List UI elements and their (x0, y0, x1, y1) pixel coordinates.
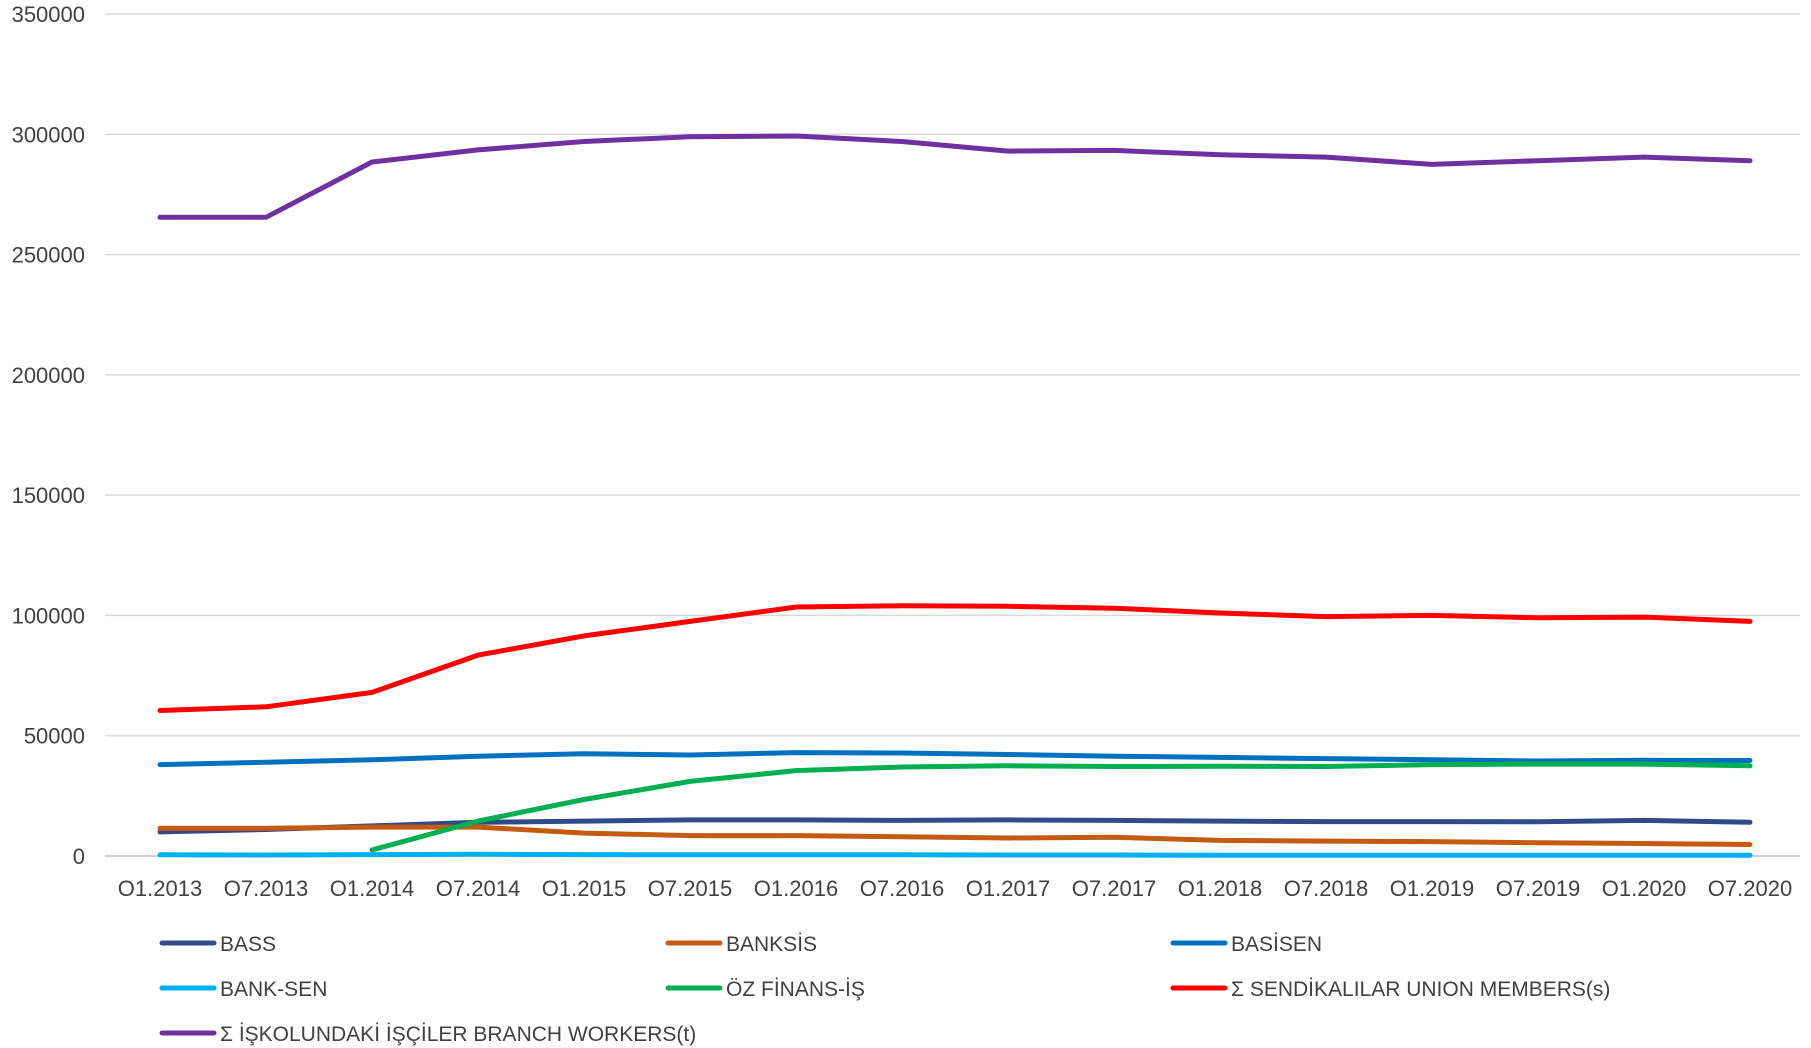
x-tick-label: O1.2013 (118, 876, 202, 901)
legend-item: Σ SENDİKALILAR UNION MEMBERS(s) (1170, 978, 1610, 1001)
x-tick-label: O7.2014 (436, 876, 520, 901)
x-tick-label: O1.2019 (1390, 876, 1474, 901)
y-tick-label: 250000 (12, 243, 85, 268)
y-tick-label: 200000 (12, 363, 85, 388)
x-tick-label: O7.2015 (648, 876, 732, 901)
legend-label: ÖZ FİNANS-İŞ (726, 978, 865, 1001)
legend-item: BASİSEN (1170, 933, 1322, 956)
y-tick-label: 100000 (12, 603, 85, 628)
y-tick-label: 0 (73, 844, 85, 869)
x-tick-label: O1.2020 (1602, 876, 1686, 901)
x-tick-label: O7.2020 (1708, 876, 1792, 901)
x-tick-label: O7.2013 (224, 876, 308, 901)
y-axis: 0 50000 100000 150000 200000 250000 300000 3500… (12, 2, 85, 869)
series-line-0 (157, 817, 1753, 835)
y-tick-label: 350000 (12, 2, 85, 27)
series-line-2 (157, 750, 1753, 768)
legend-item: Σ İŞKOLUNDAKİ İŞÇİLER BRANCH WORKERS(t) (159, 1023, 696, 1046)
x-tick-label: O1.2017 (966, 876, 1050, 901)
legend-label: BASİSEN (1231, 933, 1322, 956)
legend-item: ÖZ FİNANS-İŞ (665, 978, 865, 1001)
legend-label: Σ İŞKOLUNDAKİ İŞÇİLER BRANCH WORKERS(t) (220, 1023, 696, 1046)
x-tick-label: O7.2018 (1284, 876, 1368, 901)
series-line-4 (369, 761, 1753, 853)
legend-label: BANKSİS (726, 933, 817, 956)
series-lines (157, 133, 1753, 858)
x-tick-label: O1.2015 (542, 876, 626, 901)
x-tick-label: O1.2016 (754, 876, 838, 901)
x-tick-label: O1.2018 (1178, 876, 1262, 901)
series-line-1 (157, 824, 1753, 847)
series-line-3 (157, 851, 1753, 858)
x-tick-label: O7.2019 (1496, 876, 1580, 901)
legend-item: BANKSİS (665, 933, 817, 956)
legend: BASS BANKSİS BASİSEN BANK-SEN ÖZ FİNANS-İŞ Σ … (159, 933, 1610, 1046)
gridlines (105, 13, 1800, 857)
y-tick-label: 50000 (24, 724, 85, 749)
x-axis: O1.2013 O7.2013 O1.2014 O7.2014 O1.2015 O7.20… (118, 876, 1792, 901)
legend-label: BASS (220, 933, 276, 956)
x-tick-label: O1.2014 (330, 876, 414, 901)
legend-label: BANK-SEN (220, 978, 327, 1001)
series-line-5 (157, 603, 1753, 713)
legend-label: Σ SENDİKALILAR UNION MEMBERS(s) (1231, 978, 1610, 1001)
legend-item: BANK-SEN (159, 978, 327, 1001)
x-tick-label: O7.2016 (860, 876, 944, 901)
y-tick-label: 300000 (12, 122, 85, 147)
legend-item: BASS (159, 933, 276, 956)
y-tick-label: 150000 (12, 483, 85, 508)
series-line-6 (157, 133, 1753, 220)
x-tick-label: O7.2017 (1072, 876, 1156, 901)
